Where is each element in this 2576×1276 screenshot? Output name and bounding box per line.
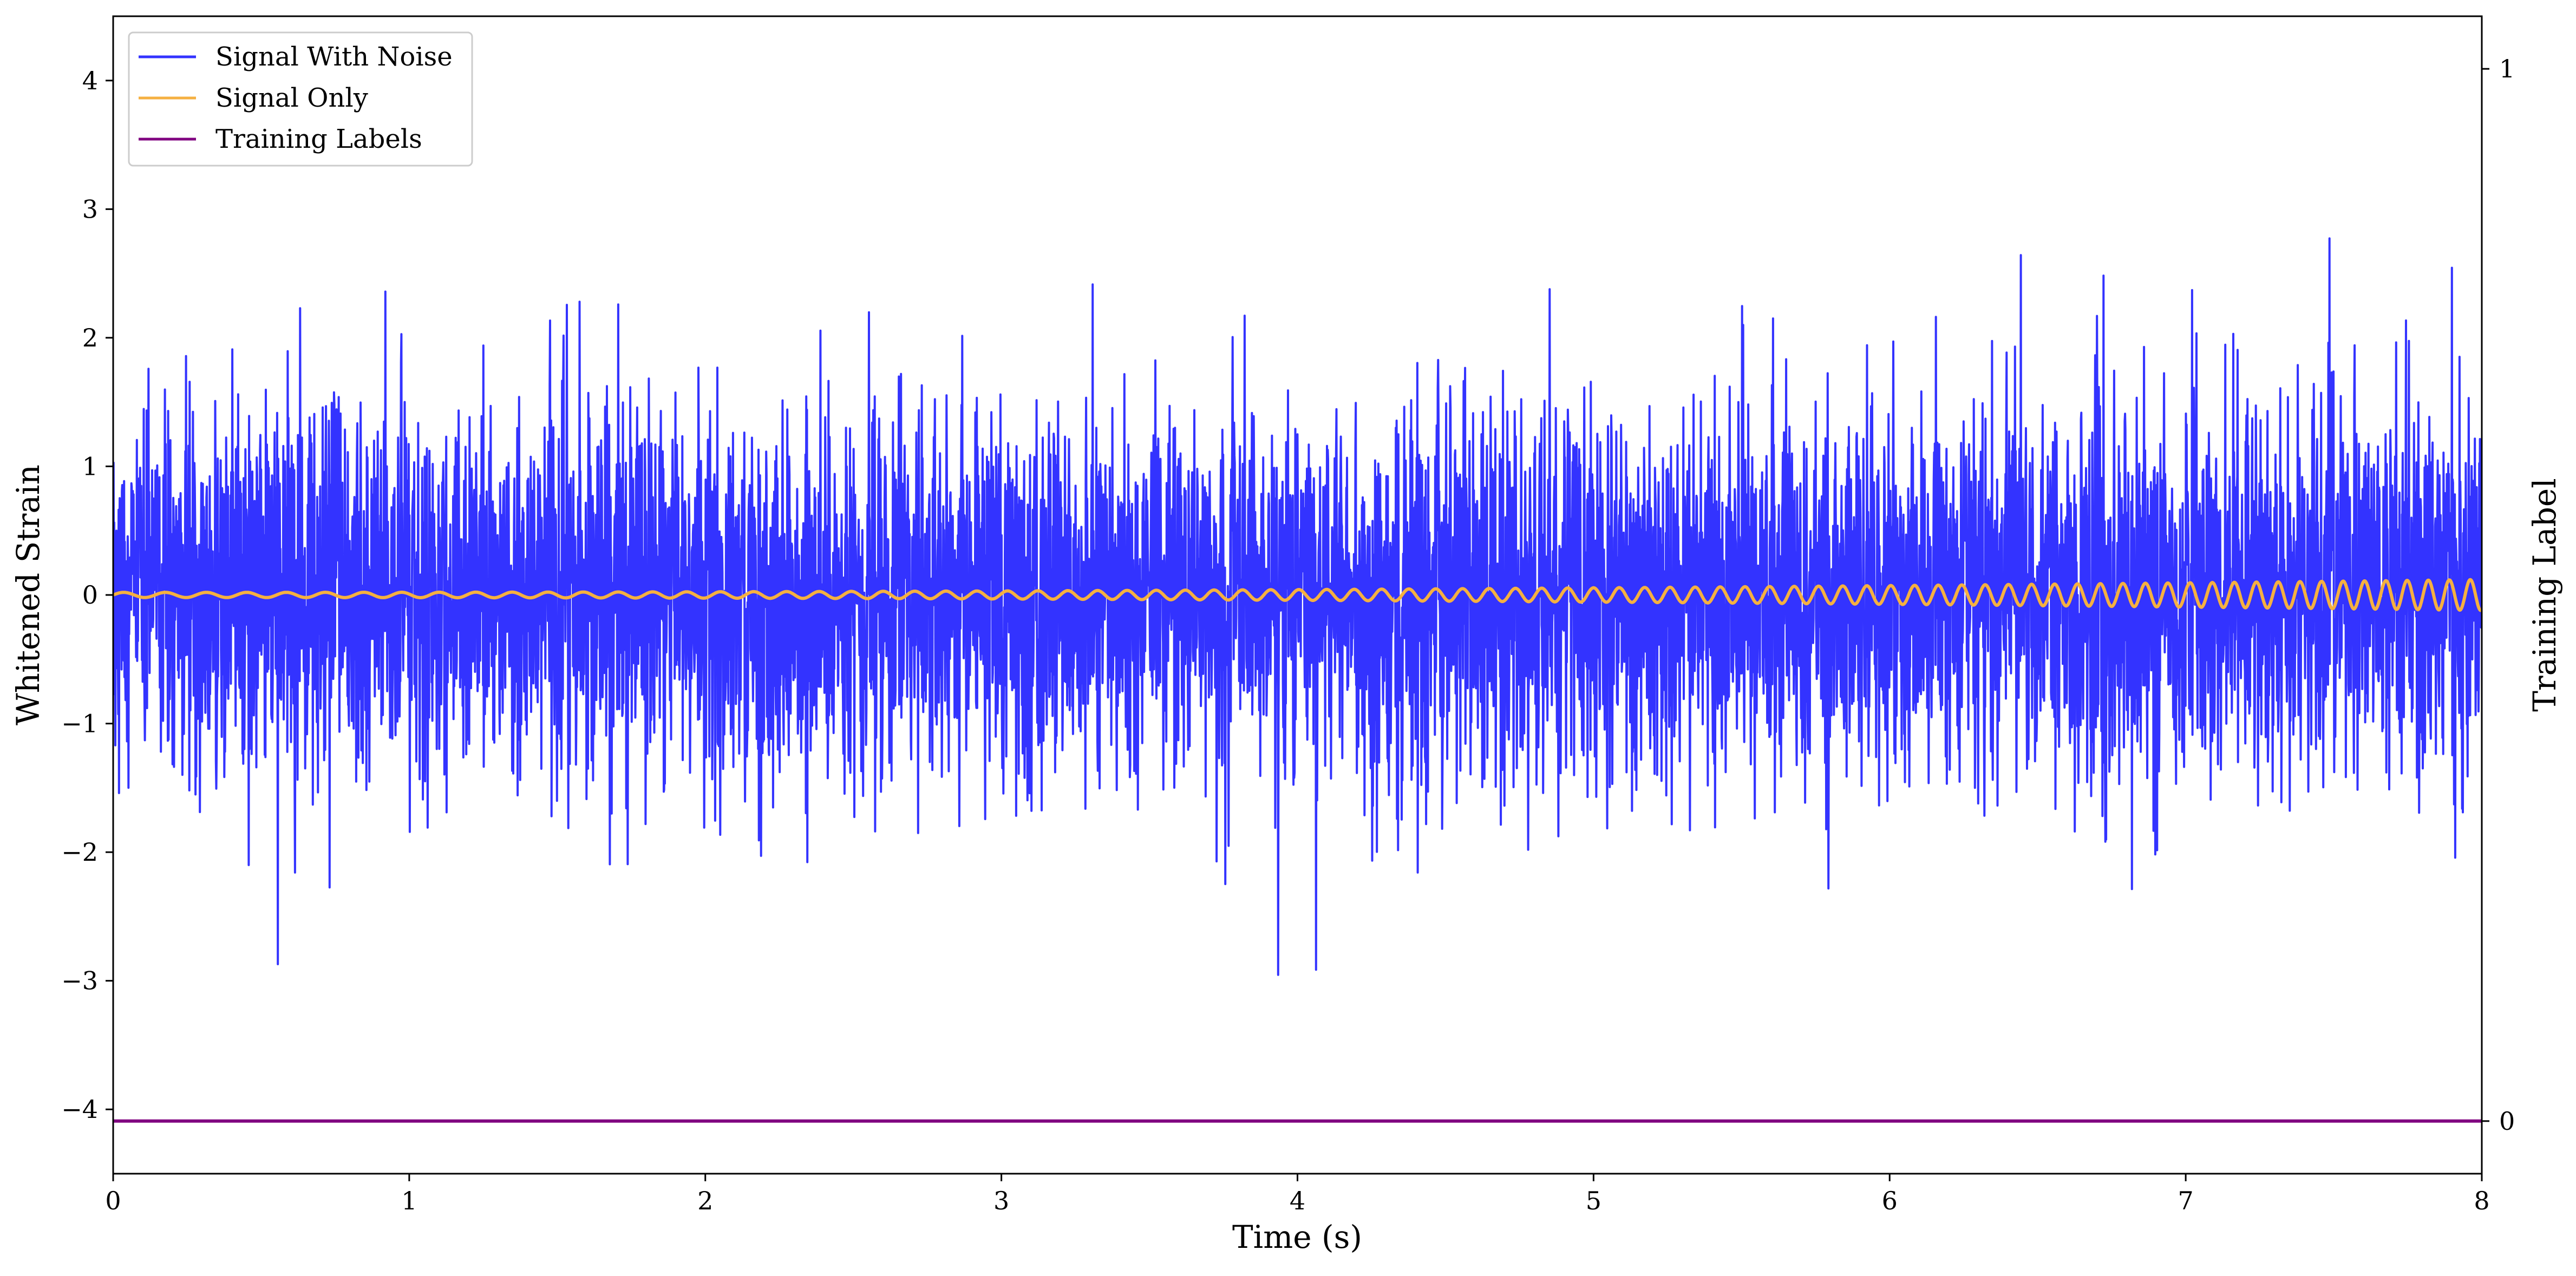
y-tick-label: −1	[61, 709, 98, 738]
y2-axis-label: Training Label	[2526, 478, 2563, 711]
series-line-signal-with-noise	[113, 237, 2482, 976]
y-tick-label: 1	[82, 451, 98, 481]
y-tick-label: 4	[82, 66, 98, 95]
x-tick-label: 5	[1586, 1186, 1601, 1215]
x-tick-label: 0	[105, 1186, 121, 1215]
legend-label-signal-with-noise: Signal With Noise	[215, 42, 453, 72]
legend: Signal With Noise Signal Only Training L…	[128, 31, 473, 167]
x-tick-label: 2	[697, 1186, 713, 1215]
y-tick-label: −3	[61, 966, 98, 996]
y2-tick-label: 0	[2499, 1107, 2515, 1136]
y-tick-label: 2	[82, 323, 98, 352]
legend-label-training-labels: Training Labels	[215, 124, 422, 154]
x-tick-label: 4	[1290, 1186, 1305, 1215]
ticks-layer: 0 1 2 3 4 5 6 7 8 −4 −3 −2 −1 0 1 2 3 4 0 1	[61, 54, 2515, 1215]
series-layer	[113, 237, 2482, 1123]
y-tick-label: −2	[61, 837, 98, 867]
x-tick-label: 6	[1882, 1186, 1898, 1215]
series-line-signal-only	[113, 578, 2482, 612]
legend-label-signal-only: Signal Only	[215, 83, 368, 113]
x-tick-label: 8	[2474, 1186, 2489, 1215]
y-tick-label: 3	[82, 194, 98, 224]
y-axis-label: Whitened Strain	[10, 464, 47, 725]
x-tick-label: 3	[993, 1186, 1009, 1215]
x-tick-label: 7	[2178, 1186, 2193, 1215]
x-tick-label: 1	[401, 1186, 417, 1215]
legend-frame	[128, 31, 473, 167]
x-axis-label: Time (s)	[1232, 1219, 1362, 1255]
y-tick-label: 0	[82, 580, 98, 610]
y-tick-label: −4	[61, 1095, 98, 1124]
y2-tick-label: 1	[2499, 54, 2515, 83]
